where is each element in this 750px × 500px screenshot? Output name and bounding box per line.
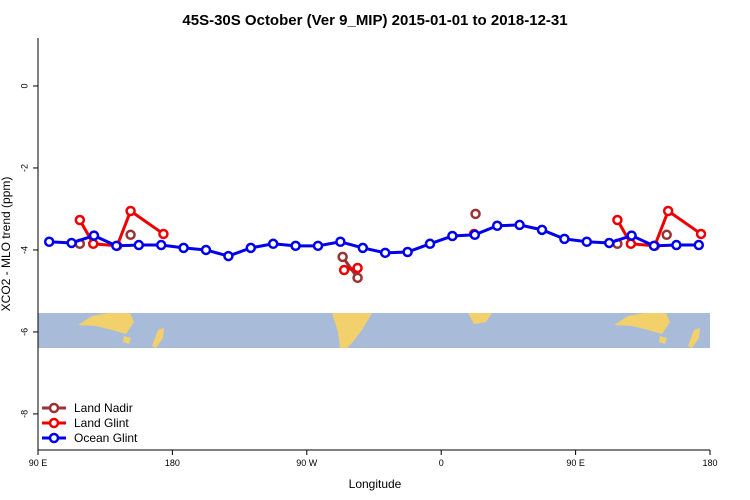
point xyxy=(267,238,279,250)
y-tick-label: -2 xyxy=(19,164,29,172)
point xyxy=(402,246,413,258)
point xyxy=(337,251,348,263)
x-tick-label: 90 W xyxy=(296,458,318,468)
point xyxy=(491,220,503,232)
point xyxy=(335,236,346,247)
point xyxy=(338,264,350,276)
legend-label: Ocean Glint xyxy=(74,431,138,445)
point xyxy=(66,237,77,249)
map-strip xyxy=(38,313,710,348)
x-tick-label: 0 xyxy=(439,458,444,468)
y-tick-label: 0 xyxy=(19,83,29,88)
point xyxy=(648,240,660,252)
point xyxy=(695,228,707,240)
point xyxy=(559,233,570,245)
point xyxy=(125,205,136,217)
y-tick-label: -4 xyxy=(19,246,29,254)
point xyxy=(536,224,548,236)
point xyxy=(43,236,55,247)
point xyxy=(581,236,593,247)
point xyxy=(693,239,705,251)
x-tick-label: 90 E xyxy=(566,458,585,468)
series-line xyxy=(49,223,699,258)
point xyxy=(88,238,99,250)
point xyxy=(469,229,481,241)
point xyxy=(74,214,86,226)
point xyxy=(352,262,363,274)
x-tick-label: 180 xyxy=(702,458,717,468)
point xyxy=(178,242,189,254)
point xyxy=(470,208,481,220)
point xyxy=(290,240,301,252)
x-tick-label: 90 E xyxy=(29,458,48,468)
x-axis-label: Longitude xyxy=(349,477,402,491)
point xyxy=(671,239,682,251)
point xyxy=(424,238,436,250)
y-tick-label: -6 xyxy=(19,328,29,336)
point xyxy=(111,240,122,252)
point xyxy=(200,244,212,256)
point xyxy=(245,242,257,254)
point xyxy=(158,228,169,240)
point xyxy=(155,239,167,251)
point xyxy=(133,239,145,251)
x-tick-label: 180 xyxy=(165,458,180,468)
point xyxy=(125,229,136,241)
point xyxy=(661,229,672,241)
point xyxy=(88,230,100,241)
point xyxy=(447,230,458,242)
point xyxy=(379,247,391,259)
point xyxy=(223,250,234,262)
chart-title: 45S-30S October (Ver 9_MIP) 2015-01-01 t… xyxy=(182,12,567,29)
point xyxy=(625,238,637,250)
point xyxy=(662,205,674,217)
legend-swatch xyxy=(48,417,60,429)
point xyxy=(514,219,525,231)
point xyxy=(312,240,324,252)
legend-label: Land Glint xyxy=(74,416,129,430)
legend-swatch xyxy=(48,402,60,414)
y-tick-label: -8 xyxy=(19,410,29,418)
point xyxy=(626,230,637,241)
y-axis-label: XCO2 - MLO trend (ppm) xyxy=(0,177,13,312)
point xyxy=(603,237,615,249)
point xyxy=(357,242,369,254)
point xyxy=(612,214,623,226)
legend-swatch xyxy=(48,432,60,444)
legend-label: Land Nadir xyxy=(74,401,133,415)
point xyxy=(352,272,363,284)
